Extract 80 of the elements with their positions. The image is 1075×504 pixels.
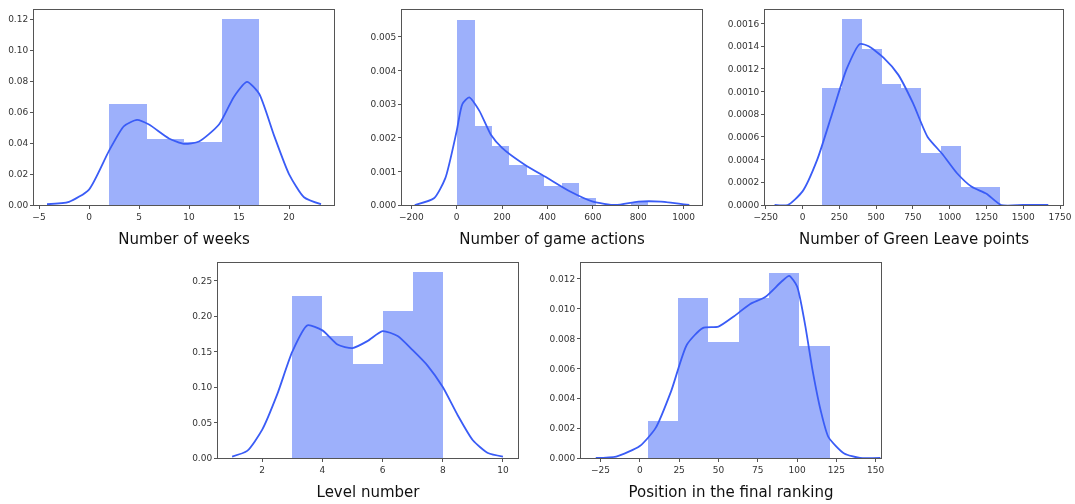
- y-tick-label: 0.12: [8, 14, 29, 25]
- y-tick-label: 0.005: [370, 32, 397, 43]
- x-tick-label: 1500: [1011, 211, 1035, 222]
- x-tick-label: 150: [867, 464, 885, 475]
- x-tick-label: 10: [183, 211, 195, 222]
- y-tick-label: 0.012: [549, 273, 576, 284]
- y-tick-label: 0.25: [192, 275, 213, 286]
- x-tick-label: 25: [673, 464, 685, 475]
- x-axis-title: Number of Green Leave points: [799, 229, 1030, 248]
- x-tick-label: 1250: [975, 211, 999, 222]
- x-tick-label: 500: [867, 211, 885, 222]
- y-tick-label: 0.0016: [727, 18, 760, 29]
- x-tick-label: 75: [752, 464, 764, 475]
- x-tick-label: −200: [398, 211, 424, 222]
- y-tick-label: 0.05: [192, 417, 213, 428]
- line-series: [231, 324, 504, 458]
- x-tick-label: 20: [283, 211, 295, 222]
- y-tick-label: 0.0012: [727, 64, 760, 75]
- y-tick-label: 0.0004: [727, 154, 760, 165]
- y-tick-label: 0.08: [8, 76, 29, 87]
- x-tick-label: −5: [32, 211, 46, 222]
- x-tick-label: 2: [259, 464, 266, 475]
- y-tick-label: 0.010: [549, 303, 576, 314]
- y-tick-label: 0.0010: [727, 86, 760, 97]
- x-tick-label: 600: [584, 211, 602, 222]
- y-tick-label: 0.02: [8, 169, 29, 180]
- y-tick-label: 0.06: [8, 107, 29, 118]
- x-tick-label: −25: [591, 464, 610, 475]
- y-tick-label: 0.15: [192, 346, 213, 357]
- y-tick-label: 0.10: [192, 382, 213, 393]
- y-tick-label: 0.008: [549, 333, 576, 344]
- y-tick-label: 0.0008: [727, 109, 760, 120]
- y-tick-label: 0.0006: [727, 132, 760, 143]
- x-tick-label: 10: [497, 464, 509, 475]
- line-series: [594, 274, 881, 458]
- x-tick-label: 6: [379, 464, 386, 475]
- x-tick-label: 8: [439, 464, 446, 475]
- y-tick-label: 0.004: [549, 393, 576, 404]
- x-tick-label: 800: [629, 211, 648, 222]
- y-tick-label: 0.002: [549, 423, 576, 434]
- x-axis-title: Number of game actions: [459, 229, 645, 248]
- x-axis-title: Level number: [316, 482, 421, 501]
- y-tick-label: 0.002: [370, 132, 397, 143]
- x-tick-label: 5: [136, 211, 142, 222]
- x-tick-label: 200: [493, 211, 511, 222]
- x-axis-title: Number of weeks: [118, 229, 250, 248]
- y-tick-label: 0.000: [549, 453, 576, 464]
- y-tick-label: 0.00: [8, 200, 29, 211]
- x-tick-label: 0: [453, 211, 460, 222]
- line-series: [46, 81, 322, 205]
- y-tick-label: 0.004: [370, 65, 397, 76]
- y-tick-label: 0.04: [8, 138, 29, 149]
- x-tick-label: 4: [319, 464, 326, 475]
- x-tick-label: −250: [753, 211, 779, 222]
- y-tick-label: 0.0014: [727, 41, 760, 52]
- y-tick-label: 0.000: [370, 200, 397, 211]
- x-tick-label: 50: [712, 464, 725, 475]
- x-tick-label: 0: [636, 464, 643, 475]
- x-tick-label: 100: [788, 464, 806, 475]
- y-tick-label: 0.0000: [727, 200, 760, 211]
- line-series: [413, 96, 691, 205]
- x-tick-label: 0: [799, 211, 806, 222]
- x-tick-label: 1000: [938, 211, 962, 222]
- y-tick-label: 0.10: [8, 45, 29, 56]
- x-tick-label: 250: [830, 211, 849, 222]
- y-tick-label: 0.0002: [727, 177, 760, 188]
- y-tick-label: 0.003: [370, 99, 397, 110]
- x-tick-label: 400: [538, 211, 557, 222]
- x-tick-label: 1750: [1048, 211, 1072, 222]
- line-series: [773, 43, 1050, 205]
- y-tick-label: 0.00: [192, 453, 213, 464]
- x-tick-label: 15: [233, 211, 245, 222]
- x-tick-label: 1000: [672, 211, 696, 222]
- y-tick-label: 0.20: [192, 311, 213, 322]
- y-tick-label: 0.001: [370, 166, 397, 177]
- y-tick-label: 0.006: [549, 363, 576, 374]
- x-tick-label: 750: [904, 211, 922, 222]
- x-tick-label: 125: [827, 464, 845, 475]
- x-axis-title: Position in the final ranking: [628, 482, 834, 501]
- x-tick-label: 0: [86, 211, 93, 222]
